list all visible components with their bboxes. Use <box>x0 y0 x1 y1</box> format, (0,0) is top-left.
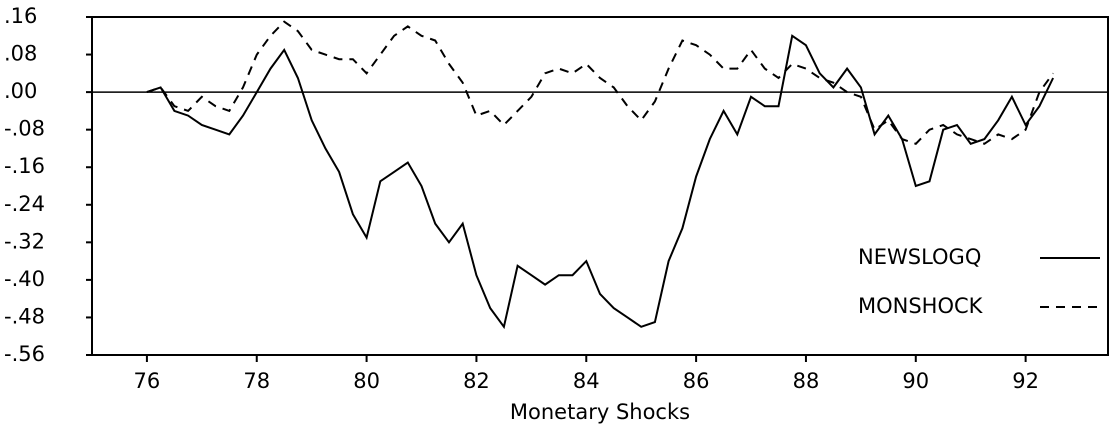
y-tick-label: .08 <box>4 42 37 66</box>
y-tick-label: -.40 <box>4 267 45 291</box>
y-tick-label: .16 <box>4 4 37 28</box>
y-tick-label: -.56 <box>4 342 45 366</box>
x-tick-label: 82 <box>463 369 490 393</box>
x-tick-label: 86 <box>683 369 710 393</box>
x-tick-label: 84 <box>573 369 600 393</box>
x-tick-label: 80 <box>353 369 380 393</box>
y-tick-label: -.08 <box>4 117 45 141</box>
series-line <box>146 34 1054 330</box>
x-tick-label: 92 <box>1012 369 1039 393</box>
x-tick-label: 76 <box>134 369 161 393</box>
legend-label: NEWSLOGQ <box>858 245 981 269</box>
x-tick-label: 78 <box>243 369 270 393</box>
x-tick-label: 88 <box>793 369 820 393</box>
y-tick-label: .00 <box>4 79 37 103</box>
y-tick-label: -.16 <box>4 154 45 178</box>
y-tick-label: -.32 <box>4 229 45 253</box>
x-axis-label: Monetary Shocks <box>510 400 690 424</box>
y-tick-label: -.48 <box>4 304 45 328</box>
y-tick-label: -.24 <box>4 192 45 216</box>
series-line <box>146 20 1054 145</box>
x-tick-label: 90 <box>902 369 929 393</box>
plot-frame <box>91 16 1109 356</box>
legend-label: MONSHOCK <box>858 294 984 318</box>
